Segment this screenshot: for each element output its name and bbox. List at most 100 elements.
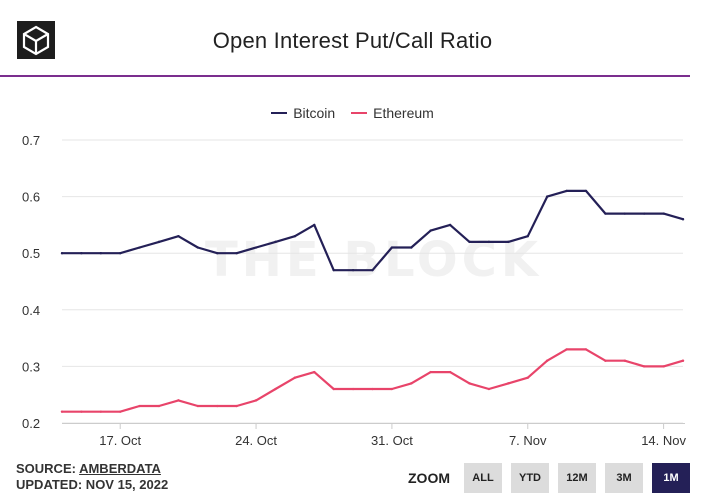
- data-point-bitcoin: [448, 223, 452, 227]
- chart-title: Open Interest Put/Call Ratio: [212, 28, 493, 53]
- data-point-bitcoin: [351, 268, 355, 272]
- zoom-1m-button[interactable]: 1M: [652, 463, 690, 493]
- data-point-bitcoin: [293, 235, 297, 238]
- data-point-ethereum: [565, 348, 568, 351]
- zoom-3m-button[interactable]: 3M: [605, 463, 643, 493]
- data-point-bitcoin: [119, 252, 122, 255]
- legend-item-bitcoin[interactable]: Bitcoin: [271, 105, 335, 121]
- title-divider: [0, 75, 690, 77]
- legend-label-bitcoin: Bitcoin: [293, 105, 336, 121]
- data-point-ethereum: [177, 399, 180, 402]
- y-tick-label: 0.4: [22, 303, 40, 318]
- data-point-ethereum: [216, 404, 219, 408]
- source-note: SOURCE: AMBERDATA UPDATED: NOV 15, 2022: [16, 461, 168, 493]
- line-chart: 0.2 0.3 0.4 0.5 0.6 0.7 17. Oct 24. Oct 31. Oct 7…: [22, 133, 686, 448]
- y-tick-label: 0.2: [22, 416, 40, 431]
- data-point-bitcoin: [662, 212, 665, 215]
- x-tick-label: 17. Oct: [99, 433, 141, 448]
- cube-logo-icon: [17, 21, 55, 59]
- zoom-all-button[interactable]: ALL: [464, 463, 502, 493]
- data-point-ethereum: [390, 387, 394, 391]
- data-point-bitcoin: [429, 229, 432, 232]
- x-tick-label: 24. Oct: [235, 433, 277, 448]
- zoom-12m-button[interactable]: 12M: [558, 463, 596, 493]
- data-point-bitcoin: [138, 246, 141, 249]
- data-point-ethereum: [293, 376, 297, 379]
- data-point-ethereum: [371, 387, 374, 391]
- data-point-bitcoin: [681, 218, 685, 221]
- data-point-bitcoin: [410, 246, 413, 249]
- data-point-ethereum: [623, 359, 626, 362]
- data-point-ethereum: [80, 410, 83, 413]
- data-point-ethereum: [157, 404, 161, 408]
- data-point-bitcoin: [216, 252, 219, 255]
- data-point-ethereum: [545, 359, 549, 362]
- data-point-bitcoin: [274, 240, 277, 244]
- data-point-ethereum: [235, 404, 238, 408]
- legend-swatch-bitcoin: [271, 112, 288, 114]
- data-point-bitcoin: [487, 240, 491, 244]
- zoom-controls: ZOOM ALL YTD 12M 3M 1M: [408, 463, 699, 493]
- data-point-ethereum: [448, 370, 452, 374]
- data-point-bitcoin: [196, 246, 200, 249]
- x-tick-label: 7. Nov: [509, 433, 547, 448]
- data-point-bitcoin: [371, 268, 374, 272]
- data-point-bitcoin: [642, 212, 646, 215]
- data-point-bitcoin: [468, 240, 471, 244]
- data-point-ethereum: [410, 382, 413, 385]
- y-tick-label: 0.3: [22, 359, 40, 374]
- data-point-ethereum: [138, 404, 141, 408]
- data-point-bitcoin: [526, 235, 529, 238]
- y-tick-label: 0.6: [22, 190, 40, 205]
- data-point-ethereum: [681, 359, 685, 362]
- source-prefix: SOURCE:: [16, 461, 76, 476]
- data-point-bitcoin: [390, 246, 394, 249]
- x-tick-label: 14. Nov: [641, 433, 686, 448]
- y-tick-label: 0.5: [22, 246, 40, 261]
- data-point-ethereum: [119, 410, 122, 413]
- series-line-ethereum: [60, 348, 685, 413]
- data-point-ethereum: [99, 410, 103, 413]
- data-point-ethereum: [507, 382, 510, 385]
- data-point-ethereum: [313, 370, 316, 374]
- zoom-label: ZOOM: [408, 470, 450, 486]
- data-point-bitcoin: [332, 268, 335, 272]
- data-point-bitcoin: [60, 252, 64, 255]
- data-point-ethereum: [642, 365, 646, 368]
- series-line-bitcoin: [60, 189, 685, 272]
- data-point-ethereum: [196, 404, 200, 408]
- data-point-ethereum: [332, 387, 335, 391]
- data-point-bitcoin: [80, 252, 83, 255]
- data-point-bitcoin: [507, 240, 510, 244]
- zoom-ytd-button[interactable]: YTD: [511, 463, 549, 493]
- data-point-bitcoin: [99, 252, 103, 255]
- chart-header: Open Interest Put/Call Ratio: [0, 0, 705, 77]
- data-point-bitcoin: [545, 195, 549, 198]
- data-point-bitcoin: [157, 240, 161, 244]
- data-point-ethereum: [60, 410, 64, 413]
- data-point-ethereum: [662, 365, 665, 368]
- source-link[interactable]: AMBERDATA: [79, 461, 161, 476]
- legend-item-ethereum[interactable]: Ethereum: [351, 105, 434, 121]
- y-tick-label: 0.7: [22, 133, 40, 148]
- data-point-bitcoin: [584, 189, 588, 193]
- data-point-bitcoin: [254, 246, 258, 249]
- data-point-bitcoin: [623, 212, 626, 215]
- data-point-ethereum: [274, 387, 277, 391]
- x-tick-label: 31. Oct: [371, 433, 413, 448]
- legend-swatch-ethereum: [351, 112, 368, 114]
- data-point-ethereum: [254, 399, 258, 402]
- data-point-ethereum: [429, 370, 432, 374]
- data-point-ethereum: [584, 348, 588, 351]
- data-point-ethereum: [468, 382, 471, 385]
- data-point-bitcoin: [235, 252, 238, 255]
- data-point-ethereum: [526, 376, 529, 379]
- data-point-bitcoin: [604, 212, 607, 215]
- data-point-bitcoin: [565, 189, 568, 193]
- data-point-bitcoin: [313, 223, 316, 227]
- data-point-bitcoin: [177, 235, 180, 238]
- data-point-ethereum: [604, 359, 607, 362]
- data-point-ethereum: [487, 387, 491, 391]
- data-point-ethereum: [351, 387, 355, 391]
- legend-label-ethereum: Ethereum: [373, 105, 434, 121]
